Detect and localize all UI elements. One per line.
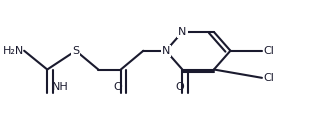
Text: NH: NH: [52, 82, 69, 92]
Text: O: O: [113, 82, 122, 92]
Text: H₂N: H₂N: [3, 46, 24, 56]
Text: N: N: [178, 27, 187, 37]
Text: O: O: [175, 82, 184, 92]
Text: Cl: Cl: [264, 73, 274, 83]
Text: Cl: Cl: [264, 46, 274, 56]
Text: N: N: [162, 46, 170, 56]
Text: S: S: [72, 46, 79, 56]
